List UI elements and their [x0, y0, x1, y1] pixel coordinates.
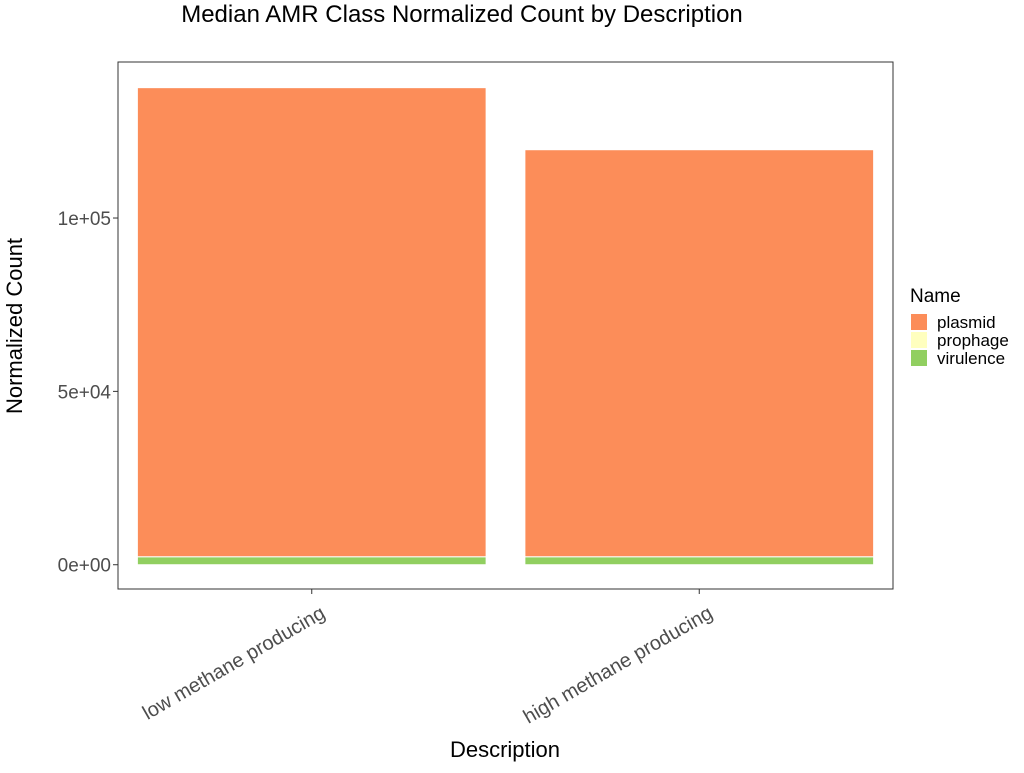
x-tick-label: high methane producing [520, 602, 717, 728]
legend-label-plasmid: plasmid [937, 313, 996, 332]
legend-key-virulence [911, 350, 927, 366]
legend-label-prophage: prophage [937, 331, 1009, 350]
x-tick-label: low methane producing [139, 602, 329, 724]
y-axis-label: Normalized Count [2, 238, 27, 414]
legend-title: Name [910, 286, 961, 307]
y-tick-label: 0e+00 [58, 556, 111, 577]
plot-area: low methane producing high methane produc… [58, 61, 894, 728]
bar-plasmid-2 [524, 149, 875, 558]
legend-key-plasmid [911, 314, 927, 330]
bar-virulence-1 [136, 556, 487, 566]
y-tick-label: 5e+04 [58, 382, 112, 403]
chart-title: Median AMR Class Normalized Count by Des… [181, 1, 743, 28]
legend-label-virulence: virulence [937, 349, 1005, 368]
y-tick-label: 1e+05 [58, 209, 111, 230]
legend-key-prophage [911, 332, 927, 348]
bar-plasmid-1 [136, 87, 487, 558]
bar-virulence-2 [524, 556, 875, 566]
x-axis-label: Description [450, 737, 560, 762]
